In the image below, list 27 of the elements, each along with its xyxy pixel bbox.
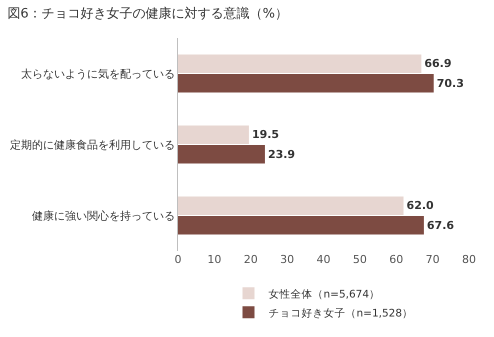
bar (178, 54, 422, 74)
data-label: 67.6 (426, 218, 454, 232)
bar (178, 144, 265, 164)
bar (178, 216, 424, 235)
y-tick-label: 定期的に健康食品を利用している (10, 138, 175, 152)
y-tick-label: 太らないように気を配っている (20, 67, 175, 80)
data-label: 23.9 (268, 148, 296, 161)
data-label: 19.5 (252, 128, 280, 142)
x-tick-label: 30 (280, 253, 294, 266)
x-tick-label: 60 (389, 253, 404, 266)
x-tick-label: 40 (316, 253, 330, 266)
data-label: 70.3 (436, 76, 464, 90)
x-tick-label: 70 (426, 253, 440, 266)
y-tick-label: 健康に強い関心を持っている (32, 209, 175, 222)
x-tick-label: 10 (207, 253, 222, 266)
x-tick-label: 50 (352, 253, 367, 266)
x-tick-label: 80 (462, 253, 476, 266)
x-tick-label: 20 (244, 253, 258, 266)
x-tick-label: 0 (174, 253, 182, 266)
legend-label: チョコ好き女子（n=1,528） (268, 307, 414, 320)
data-label: 66.9 (424, 57, 452, 70)
bar (178, 74, 434, 93)
data-label: 62.0 (406, 199, 434, 212)
bar (178, 196, 404, 216)
legend-label: 女性全体（n=5,674） (268, 288, 380, 300)
bar (178, 125, 249, 144)
chart-title: 図6：チョコ好き女子の健康に対する意識（%） (7, 6, 288, 22)
